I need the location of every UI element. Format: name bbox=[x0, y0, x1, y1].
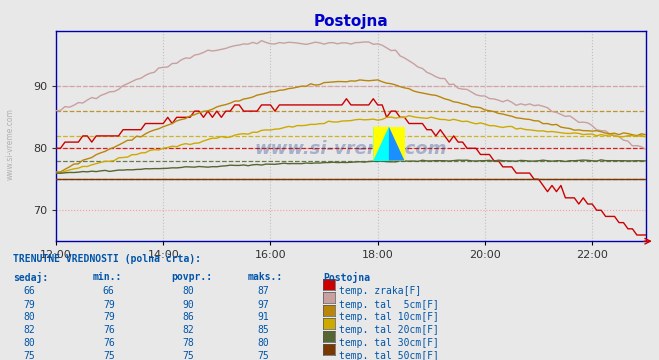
Text: 80: 80 bbox=[24, 312, 36, 323]
Text: www.si-vreme.com: www.si-vreme.com bbox=[254, 140, 447, 158]
Text: 80: 80 bbox=[182, 286, 194, 296]
Text: 86: 86 bbox=[182, 312, 194, 323]
Text: Postojna: Postojna bbox=[323, 272, 370, 283]
Text: 75: 75 bbox=[182, 351, 194, 360]
Text: 75: 75 bbox=[24, 351, 36, 360]
Text: povpr.:: povpr.: bbox=[171, 272, 212, 282]
Bar bbox=[389, 127, 405, 161]
Text: 76: 76 bbox=[103, 338, 115, 348]
Text: 79: 79 bbox=[24, 300, 36, 310]
Text: 87: 87 bbox=[258, 286, 270, 296]
Text: 66: 66 bbox=[103, 286, 115, 296]
Text: 80: 80 bbox=[24, 338, 36, 348]
Text: 82: 82 bbox=[24, 325, 36, 336]
Text: maks.:: maks.: bbox=[247, 272, 282, 282]
Text: 75: 75 bbox=[258, 351, 270, 360]
Text: 91: 91 bbox=[258, 312, 270, 323]
Text: 82: 82 bbox=[182, 325, 194, 336]
Title: Postojna: Postojna bbox=[314, 14, 388, 30]
Text: 80: 80 bbox=[258, 338, 270, 348]
Text: 75: 75 bbox=[103, 351, 115, 360]
Text: 79: 79 bbox=[103, 312, 115, 323]
Text: 97: 97 bbox=[258, 300, 270, 310]
Text: 66: 66 bbox=[24, 286, 36, 296]
Text: temp. tal 50cm[F]: temp. tal 50cm[F] bbox=[339, 351, 440, 360]
Text: www.si-vreme.com: www.si-vreme.com bbox=[5, 108, 14, 180]
Text: temp. zraka[F]: temp. zraka[F] bbox=[339, 286, 422, 296]
Polygon shape bbox=[389, 127, 405, 161]
Text: TRENUTNE VREDNOSTI (polna črta):: TRENUTNE VREDNOSTI (polna črta): bbox=[13, 254, 201, 264]
Text: 78: 78 bbox=[182, 338, 194, 348]
Text: 90: 90 bbox=[182, 300, 194, 310]
Bar bbox=[373, 127, 389, 161]
Text: temp. tal 10cm[F]: temp. tal 10cm[F] bbox=[339, 312, 440, 323]
Text: 79: 79 bbox=[103, 300, 115, 310]
Text: temp. tal 20cm[F]: temp. tal 20cm[F] bbox=[339, 325, 440, 336]
Text: temp. tal  5cm[F]: temp. tal 5cm[F] bbox=[339, 300, 440, 310]
Polygon shape bbox=[373, 127, 389, 161]
Text: 76: 76 bbox=[103, 325, 115, 336]
Text: sedaj:: sedaj: bbox=[13, 272, 48, 283]
Text: min.:: min.: bbox=[92, 272, 122, 282]
Text: temp. tal 30cm[F]: temp. tal 30cm[F] bbox=[339, 338, 440, 348]
Text: 85: 85 bbox=[258, 325, 270, 336]
